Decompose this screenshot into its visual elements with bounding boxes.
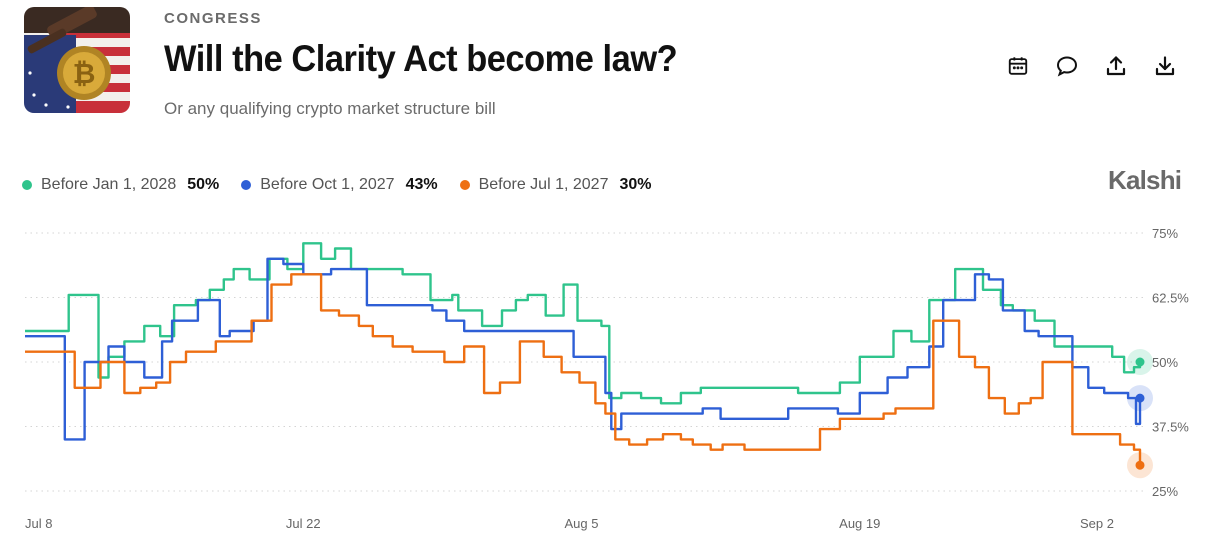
end-marker-point[interactable] bbox=[1135, 460, 1145, 470]
chart-grid bbox=[25, 232, 1146, 492]
page-title: Will the Clarity Act become law? bbox=[164, 38, 678, 79]
y-axis-ticks: 25% 37.5% 50% 62.5% 75% bbox=[1152, 226, 1189, 499]
download-icon bbox=[1155, 56, 1175, 76]
calendar-icon bbox=[1008, 57, 1028, 75]
market-category[interactable]: CONGRESS bbox=[164, 10, 262, 27]
market-thumbnail: ₿ bbox=[24, 7, 130, 113]
series-line bbox=[25, 242, 1142, 405]
share-button[interactable] bbox=[1098, 50, 1134, 82]
page-subtitle: Or any qualifying crypto market structur… bbox=[164, 99, 496, 118]
legend-label: Before Jul 1, 2027 bbox=[478, 176, 609, 193]
legend-item-jul-2027[interactable]: Before Jul 1, 2027 30% bbox=[459, 176, 652, 194]
legend-label: Before Oct 1, 2027 bbox=[260, 176, 395, 193]
x-tick-label: Sep 2 bbox=[1080, 516, 1114, 531]
y-tick-label: 50% bbox=[1152, 355, 1178, 370]
legend-value: 43% bbox=[405, 176, 438, 193]
comment-icon bbox=[1056, 56, 1078, 77]
y-tick-label: 25% bbox=[1152, 484, 1178, 499]
series-line bbox=[25, 257, 1142, 441]
comment-button[interactable] bbox=[1049, 50, 1085, 82]
legend-item-oct-2027[interactable]: Before Oct 1, 2027 43% bbox=[241, 176, 438, 194]
svg-text:₿: ₿ bbox=[73, 58, 96, 89]
x-tick-label: Jul 8 bbox=[25, 516, 52, 531]
series-line bbox=[25, 273, 1142, 466]
bitcoin-flag-image: ₿ bbox=[24, 7, 130, 113]
calendar-button[interactable] bbox=[1000, 50, 1036, 82]
legend-item-jan-2028[interactable]: Before Jan 1, 2028 50% bbox=[22, 176, 219, 194]
x-tick-label: Aug 5 bbox=[565, 516, 599, 531]
series-lines bbox=[25, 242, 1142, 466]
legend-label: Before Jan 1, 2028 bbox=[41, 176, 177, 193]
x-tick-label: Jul 22 bbox=[286, 516, 321, 531]
probability-chart: 25% 37.5% 50% 62.5% 75% Jul 8 Jul 22 Aug 5 Aug … bbox=[25, 226, 1189, 531]
kalshi-logo: Kalshi bbox=[1108, 165, 1182, 195]
share-icon bbox=[1106, 56, 1126, 76]
download-button[interactable] bbox=[1147, 50, 1183, 82]
x-axis-ticks: Jul 8 Jul 22 Aug 5 Aug 19 Sep 2 bbox=[25, 516, 1114, 531]
end-marker-point[interactable] bbox=[1135, 393, 1145, 403]
legend-value: 50% bbox=[187, 176, 220, 193]
chart-legend: Before Jan 1, 2028 50% Before Oct 1, 202… bbox=[22, 176, 674, 194]
y-tick-label: 62.5% bbox=[1152, 291, 1189, 306]
x-tick-label: Aug 19 bbox=[839, 516, 880, 531]
action-toolbar bbox=[1000, 50, 1196, 82]
legend-value: 30% bbox=[619, 176, 652, 193]
legend-dot bbox=[459, 180, 470, 190]
series-end-markers bbox=[1127, 349, 1153, 479]
y-tick-label: 37.5% bbox=[1152, 420, 1189, 435]
end-marker-point[interactable] bbox=[1135, 357, 1145, 367]
legend-dot bbox=[241, 180, 252, 190]
y-tick-label: 75% bbox=[1152, 226, 1178, 241]
legend-dot bbox=[22, 180, 32, 190]
